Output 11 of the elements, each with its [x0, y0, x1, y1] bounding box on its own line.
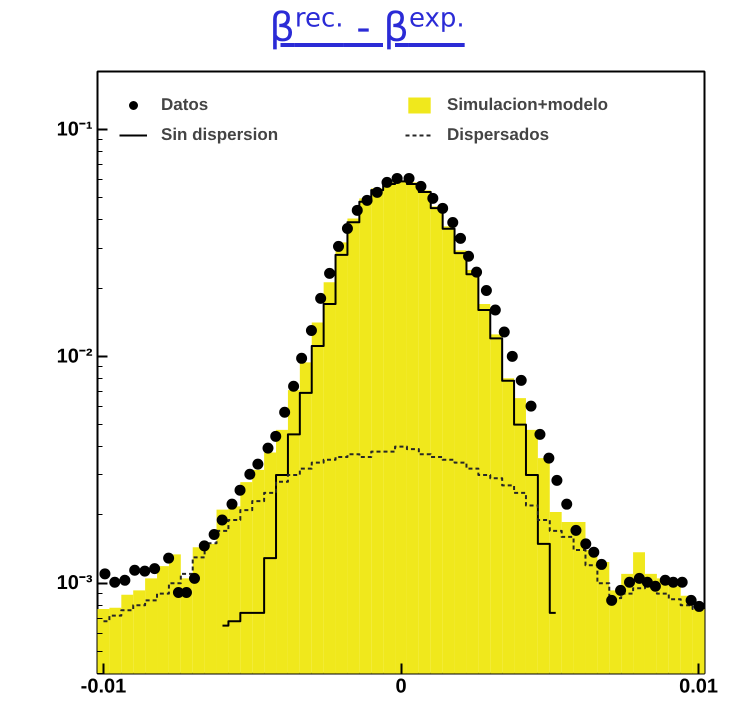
- y-tick-label: 10⁻³: [56, 572, 93, 594]
- x-tick-label: 0.01: [679, 676, 718, 698]
- x-tick-label: -0.01: [80, 676, 126, 698]
- legend-label: Sin dispersion: [161, 125, 280, 145]
- legend-label: Simulacion+modelo: [447, 95, 610, 115]
- y-tick-label: 10⁻²: [56, 345, 93, 368]
- legend-label: Datos: [161, 95, 210, 115]
- x-tick-label: 0: [395, 676, 407, 698]
- y-tick-label: 10⁻¹: [56, 118, 93, 140]
- legend-label: Dispersados: [447, 125, 550, 145]
- chart-title: β$^{rec.}$ - β$^{exp.}$: [269, 4, 465, 51]
